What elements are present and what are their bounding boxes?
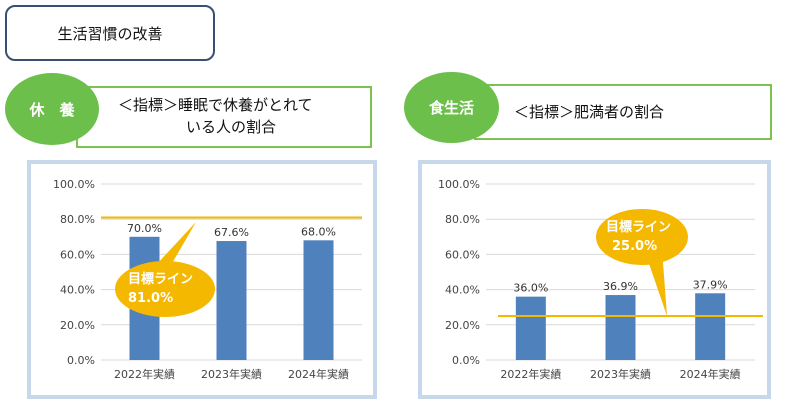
right-xtick-label: 2024年実績: [680, 367, 741, 381]
right-xtick-label: 2022年実績: [500, 367, 561, 381]
left-callout-shape: [156, 222, 196, 265]
left-indicator-line2: いる人の割合: [186, 118, 277, 136]
right-callout-bubble: [596, 209, 688, 265]
right-indicator-text: ＜指標＞肥満者の割合: [514, 103, 665, 121]
left-callout-label: 目標ライン: [128, 271, 193, 287]
right-ytick-label: 0.0%: [452, 354, 480, 367]
right-category-circle: 食生活: [404, 72, 499, 143]
page-title: 生活習慣の改善: [5, 5, 215, 61]
left-chart-frame: 0.0% 20.0% 40.0% 60.0% 80.0% 100.0% 70.0% 67.6…: [27, 160, 377, 399]
left-ytick-label: 80.0%: [60, 213, 95, 226]
right-chart: 0.0% 20.0% 40.0% 60.0% 80.0% 100.0% 36.0% 36.9…: [438, 178, 763, 381]
left-xtick-label: 2024年実績: [288, 367, 349, 381]
left-ytick-label: 20.0%: [60, 319, 95, 332]
left-bar: [303, 240, 334, 360]
left-indicator-line1: ＜指標＞睡眠で休養がとれて: [118, 96, 313, 114]
left-chart: 0.0% 20.0% 40.0% 60.0% 80.0% 100.0% 70.0% 67.6…: [53, 178, 362, 381]
right-bar: [515, 296, 546, 360]
right-xtick-label: 2023年実績: [590, 367, 651, 381]
left-ytick-label: 40.0%: [60, 284, 95, 297]
left-callout-bubble: [115, 261, 215, 317]
left-xtick-label: 2023年実績: [201, 367, 262, 381]
right-data-label: 37.9%: [693, 278, 728, 291]
right-ytick-label: 60.0%: [445, 248, 480, 261]
left-category-circle: 休 養: [5, 73, 99, 145]
right-chart-frame: 0.0% 20.0% 40.0% 60.0% 80.0% 100.0% 36.0% 36.9…: [418, 160, 771, 399]
left-target-callout: 目標ライン 81.0%: [115, 222, 215, 317]
left-xtick-label: 2022年実績: [114, 367, 175, 381]
right-bar: [605, 295, 636, 360]
left-indicator-box: ＜指標＞睡眠で休養がとれて いる人の割合: [76, 86, 372, 148]
right-ytick-label: 80.0%: [445, 213, 480, 226]
right-ytick-label: 100.0%: [438, 178, 480, 191]
left-ytick-label: 100.0%: [53, 178, 95, 191]
right-ytick-label: 40.0%: [445, 284, 480, 297]
right-callout-value: 25.0%: [612, 239, 657, 254]
left-ytick-label: 0.0%: [67, 354, 95, 367]
left-data-label: 68.0%: [301, 225, 336, 238]
right-bar: [695, 293, 726, 360]
right-data-label: 36.0%: [513, 282, 548, 295]
left-callout-value: 81.0%: [128, 291, 173, 306]
left-ytick-label: 60.0%: [60, 248, 95, 261]
left-bar: [216, 241, 247, 360]
left-data-label: 67.6%: [214, 226, 249, 239]
right-data-label: 36.9%: [603, 280, 638, 293]
right-callout-shape: [644, 249, 667, 316]
right-indicator-box: ＜指標＞肥満者の割合: [474, 84, 772, 140]
right-ytick-label: 20.0%: [445, 319, 480, 332]
right-callout-label: 目標ライン: [606, 219, 671, 235]
left-data-label: 70.0%: [127, 222, 162, 235]
right-target-callout: 目標ライン 25.0%: [596, 209, 688, 316]
